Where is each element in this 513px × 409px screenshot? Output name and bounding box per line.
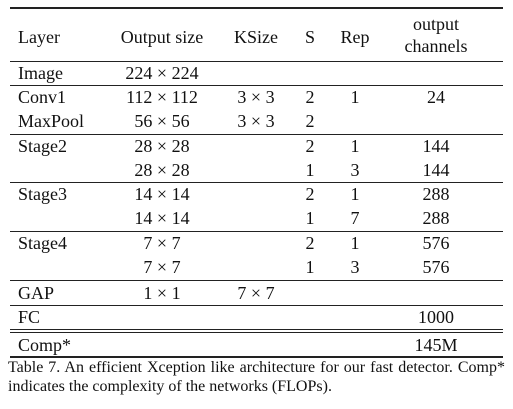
table-cell: 2	[305, 111, 315, 131]
rule	[10, 182, 503, 183]
table-cell: 224 × 224	[125, 63, 199, 83]
table-cell: 56 × 56	[134, 111, 190, 131]
table-cell: 3	[350, 160, 360, 180]
table-cell: Stage3	[18, 184, 67, 204]
rule	[10, 7, 503, 9]
table-cell: 1	[305, 257, 315, 277]
table-cell: 2	[305, 136, 315, 156]
table-cell: 1000	[418, 307, 454, 327]
table-cell: 7 × 7	[237, 283, 275, 303]
table-cell: MaxPool	[18, 111, 85, 131]
table-cell: 14 × 14	[134, 208, 190, 228]
rule	[10, 356, 503, 358]
table-cell: Comp*	[18, 335, 72, 355]
table-cell: 1	[305, 160, 315, 180]
table-cell: 3	[350, 257, 360, 277]
header-cell: Output size	[120, 27, 204, 47]
table-cell: 14 × 14	[134, 184, 190, 204]
table-cell: 288	[422, 184, 450, 204]
rule	[10, 329, 503, 330]
header-cell: KSize	[234, 27, 278, 47]
rule	[10, 134, 503, 135]
rule	[10, 280, 503, 281]
table-cell: Stage2	[18, 136, 67, 156]
table-cell: 2	[305, 184, 315, 204]
header-cell: Rep	[340, 27, 370, 47]
table-cell: 3 × 3	[237, 111, 275, 131]
rule	[10, 305, 503, 306]
table-cell: 7 × 7	[143, 233, 181, 253]
table-cell: 112 × 112	[126, 87, 198, 107]
caption: Table 7. An efficient Xception like arch…	[8, 359, 505, 395]
rule	[10, 61, 503, 62]
table-cell: GAP	[18, 283, 55, 303]
rule	[10, 231, 503, 232]
table-cell: 3 × 3	[237, 87, 275, 107]
table-cell: 1	[350, 136, 360, 156]
table-cell: 288	[422, 208, 450, 228]
header-cell: Layer	[18, 27, 60, 47]
table-cell: 1	[350, 233, 360, 253]
table-cell: 2	[305, 87, 315, 107]
table-cell: 576	[422, 257, 450, 277]
table-cell: 1	[305, 208, 315, 228]
table-cell: 144	[422, 136, 450, 156]
table-cell: 576	[422, 233, 450, 253]
table-cell: 28 × 28	[134, 136, 190, 156]
table-cell: 1	[350, 87, 360, 107]
header-cell: output channels	[404, 14, 468, 56]
rule	[10, 332, 503, 333]
table-cell: 2	[305, 233, 315, 253]
table-cell: 7	[350, 208, 360, 228]
table-cell: 28 × 28	[134, 160, 190, 180]
header-cell: S	[304, 27, 316, 47]
table-cell: Stage4	[18, 233, 67, 253]
table-cell: 24	[427, 87, 445, 107]
table-cell: 145M	[414, 335, 458, 355]
table-cell: 7 × 7	[143, 257, 181, 277]
table-cell: Conv1	[18, 87, 67, 107]
table-cell: 1	[350, 184, 360, 204]
table-cell: 144	[422, 160, 450, 180]
table-cell: FC	[18, 307, 41, 327]
table-cell: Image	[18, 63, 63, 83]
rule	[10, 85, 503, 86]
table-cell: 1 × 1	[143, 283, 181, 303]
